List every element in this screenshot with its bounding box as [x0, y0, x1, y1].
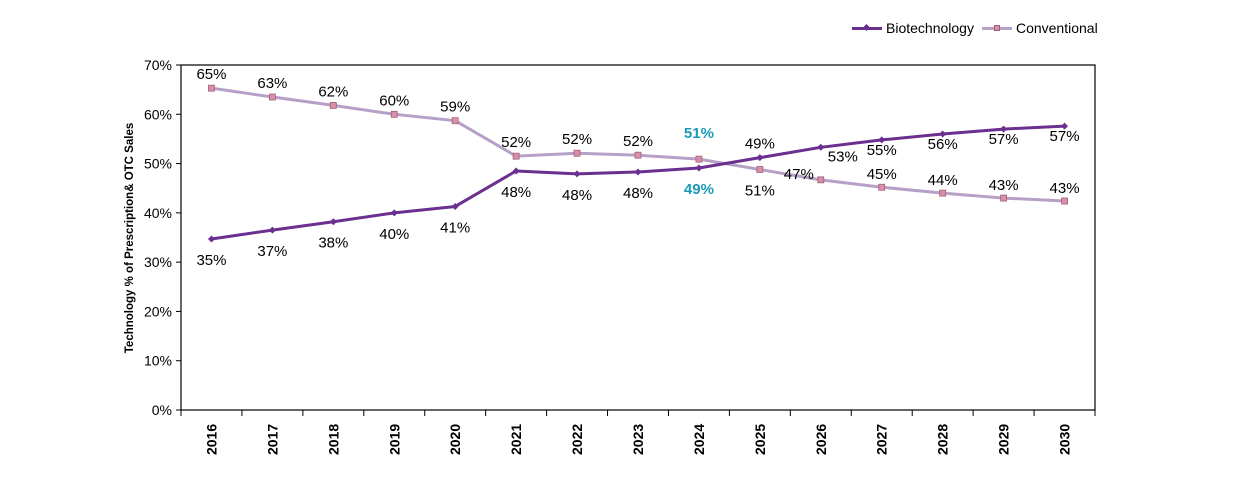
- point-biotechnology: [268, 226, 276, 234]
- legend-item-conventional: Conventional: [981, 20, 1098, 36]
- legend-label-biotechnology: Biotechnology: [886, 20, 974, 36]
- point-conventional: [329, 102, 337, 109]
- legend-label-conventional: Conventional: [1015, 20, 1098, 36]
- data-label-biotechnology: 55%: [867, 142, 897, 159]
- point-conventional: [268, 93, 276, 101]
- data-label-biotechnology: 53%: [828, 148, 858, 165]
- point-conventional: [634, 151, 642, 159]
- data-label-biotechnology: 48%: [501, 184, 531, 201]
- point-biotechnology: [756, 154, 764, 162]
- y-tick-label: 0%: [152, 402, 172, 418]
- point-biotechnology: [878, 136, 886, 144]
- x-tick-label: 2022: [569, 424, 585, 455]
- data-label-conventional: 51%: [684, 125, 714, 142]
- x-tick-label: 2023: [630, 424, 646, 455]
- point-conventional: [451, 117, 459, 125]
- y-axis-label: Technology % of Prescription& OTC Sales: [124, 122, 136, 354]
- data-label-conventional: 63%: [257, 75, 287, 92]
- point-conventional: [756, 166, 764, 173]
- point-biotechnology: [695, 164, 703, 172]
- x-tick-label: 2024: [691, 424, 707, 455]
- legend-swatch-biotechnology: [852, 22, 882, 34]
- point-conventional: [1000, 194, 1007, 202]
- data-label-biotechnology: 35%: [196, 252, 226, 269]
- x-tick-label: 2021: [508, 424, 524, 455]
- data-label-conventional: 52%: [562, 131, 592, 148]
- point-conventional: [208, 84, 215, 92]
- x-tick-label: 2028: [935, 424, 951, 455]
- x-tick-label: 2026: [813, 424, 829, 455]
- data-label-biotechnology: 38%: [318, 235, 348, 252]
- point-biotechnology: [207, 235, 215, 243]
- data-label-conventional: 52%: [623, 133, 653, 150]
- data-label-conventional: 43%: [989, 177, 1019, 194]
- x-tick-label: 2030: [1057, 424, 1073, 455]
- data-label-biotechnology: 57%: [989, 131, 1019, 148]
- data-label-conventional: 65%: [196, 66, 226, 83]
- data-label-biotechnology: 49%: [684, 181, 714, 198]
- data-label-conventional: 44%: [928, 172, 958, 189]
- x-tick-label: 2017: [264, 424, 280, 455]
- chart-legend: Biotechnology Conventional: [852, 20, 1106, 36]
- x-tick-label: 2029: [996, 424, 1012, 455]
- data-label-biotechnology: 48%: [562, 187, 592, 204]
- data-label-biotechnology: 41%: [440, 219, 470, 236]
- point-conventional: [878, 183, 886, 191]
- point-conventional: [390, 110, 398, 118]
- x-tick-label: 2020: [447, 424, 463, 455]
- y-tick-label: 30%: [144, 254, 172, 270]
- y-tick-label: 50%: [144, 156, 172, 172]
- x-tick-label: 2019: [386, 424, 402, 455]
- data-label-biotechnology: 57%: [1050, 128, 1080, 145]
- data-label-conventional: 47%: [784, 166, 814, 183]
- data-label-conventional: 43%: [1050, 180, 1080, 197]
- point-biotechnology: [634, 168, 642, 176]
- x-tick-label: 2025: [752, 424, 768, 455]
- data-label-biotechnology: 56%: [928, 136, 958, 153]
- point-biotechnology: [512, 167, 520, 175]
- point-biotechnology: [1061, 122, 1069, 130]
- data-label-biotechnology: 48%: [623, 185, 653, 202]
- y-tick-label: 20%: [144, 303, 172, 319]
- x-tick-label: 2016: [203, 424, 219, 455]
- point-conventional: [573, 149, 581, 157]
- x-tick-label: 2018: [325, 424, 341, 455]
- data-label-conventional: 45%: [867, 166, 897, 183]
- point-biotechnology: [573, 170, 581, 178]
- point-biotechnology: [939, 130, 947, 138]
- point-conventional: [695, 155, 703, 163]
- point-biotechnology: [451, 202, 459, 210]
- x-tick-label: 2027: [874, 424, 890, 455]
- y-tick-label: 40%: [144, 205, 172, 221]
- data-label-conventional: 60%: [379, 92, 409, 109]
- y-tick-label: 70%: [144, 57, 172, 73]
- plot-area-frame: [180, 64, 1096, 411]
- y-tick-label: 10%: [144, 353, 172, 369]
- data-label-biotechnology: 40%: [379, 226, 409, 243]
- data-label-conventional: 62%: [318, 83, 348, 100]
- point-biotechnology: [390, 209, 398, 217]
- point-biotechnology: [329, 218, 337, 226]
- point-biotechnology: [1000, 125, 1008, 133]
- point-biotechnology: [817, 143, 825, 151]
- data-label-conventional: 51%: [745, 182, 775, 199]
- legend-item-biotechnology: Biotechnology: [852, 20, 974, 36]
- data-label-biotechnology: 37%: [257, 243, 287, 260]
- data-label-conventional: 52%: [501, 134, 531, 151]
- point-conventional: [1061, 197, 1068, 205]
- point-conventional: [512, 152, 520, 160]
- legend-swatch-conventional: [981, 22, 1012, 34]
- point-conventional: [939, 189, 947, 197]
- y-tick-label: 60%: [144, 106, 172, 122]
- point-conventional: [817, 176, 825, 184]
- data-label-conventional: 59%: [440, 99, 470, 116]
- data-label-biotechnology: 49%: [745, 136, 775, 153]
